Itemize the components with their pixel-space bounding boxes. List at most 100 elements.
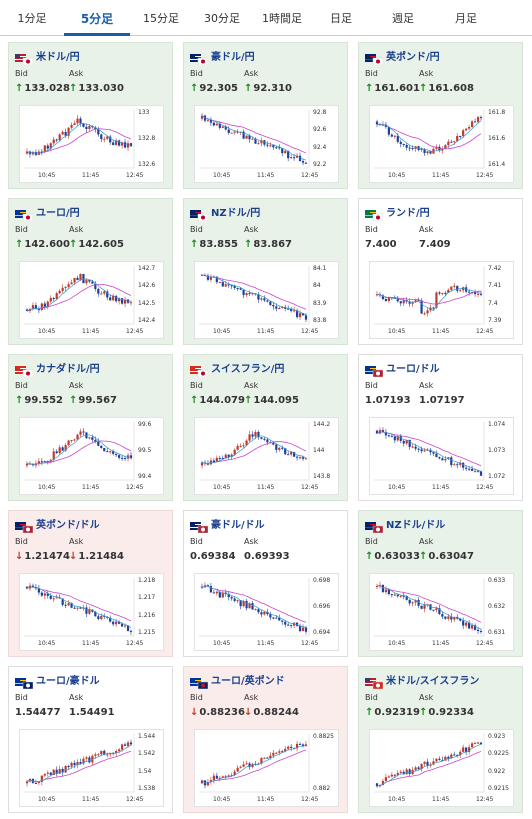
rate-card[interactable]: ユーロ/英ポンド Bid Ask ↓0.88236 ↓0.88244 0.882… bbox=[183, 666, 348, 813]
tab-4[interactable]: 1時間足 bbox=[262, 12, 302, 25]
candle bbox=[218, 777, 221, 779]
tab-3[interactable]: 30分足 bbox=[204, 12, 240, 25]
rate-card[interactable]: カナダドル/円 Bid Ask ↑99.552 ↑99.567 99.6 99.5… bbox=[8, 354, 173, 501]
x-tick-label: 10:45 bbox=[38, 484, 56, 491]
pair-name[interactable]: ユーロ/円 bbox=[36, 208, 80, 219]
candle bbox=[298, 625, 302, 632]
eu-jp-flag bbox=[15, 206, 34, 222]
pair-name[interactable]: ユーロ/英ポンド bbox=[211, 676, 285, 687]
y-tick-label: 142.7 bbox=[138, 265, 156, 272]
candle bbox=[129, 742, 133, 745]
pair-name[interactable]: ランド/円 bbox=[386, 208, 430, 219]
candle bbox=[94, 127, 97, 130]
candlestick-chart[interactable]: 0.698 0.696 0.694 10:45 11:45 12:45 bbox=[194, 573, 339, 651]
pair-name[interactable]: 英ポンド/円 bbox=[386, 52, 440, 63]
candle bbox=[260, 437, 263, 439]
ask-value: 1.07197 bbox=[419, 395, 465, 406]
rate-card[interactable]: 英ポンド/円 Bid Ask ↑161.601 ↑161.608 161.8 16… bbox=[358, 42, 523, 189]
rate-card[interactable]: ユーロ/ドル Bid Ask 1.07193 1.07197 1.074 1.07… bbox=[358, 354, 523, 501]
rate-card[interactable]: 米ドル/円 Bid Ask ↑133.028 ↑133.030 133 132.8… bbox=[8, 42, 173, 189]
pair-name[interactable]: 豪ドル/ドル bbox=[211, 520, 265, 531]
candlestick-chart[interactable]: 1.074 1.073 1.072 10:45 11:45 12:45 bbox=[369, 417, 514, 495]
ma-long-line bbox=[376, 123, 482, 150]
candle bbox=[435, 758, 438, 762]
pair-name[interactable]: 米ドル/円 bbox=[36, 52, 80, 63]
tab-1[interactable]: 5分足 bbox=[64, 0, 130, 36]
candle bbox=[85, 126, 88, 129]
candlestick-chart[interactable]: 133 132.8 132.6 10:45 11:45 12:45 bbox=[19, 105, 164, 183]
candle bbox=[476, 742, 480, 744]
candlestick-chart[interactable]: 92.8 92.6 92.4 92.2 10:45 11:45 12:45 bbox=[194, 105, 339, 183]
rate-card[interactable]: NZドル/ドル Bid Ask ↑0.63033 ↑0.63047 0.633 0… bbox=[358, 510, 523, 657]
candle bbox=[123, 458, 127, 460]
chart-svg bbox=[374, 422, 485, 481]
pair-name[interactable]: NZドル/ドル bbox=[386, 520, 446, 531]
candle bbox=[405, 769, 408, 775]
y-tick-label: 83.9 bbox=[313, 299, 327, 307]
pair-name[interactable]: 豪ドル/円 bbox=[211, 52, 255, 63]
bid-value: ↑0.63033 bbox=[365, 551, 420, 562]
ma-short-line bbox=[201, 435, 307, 464]
candlestick-chart[interactable]: 99.6 99.5 99.4 10:45 11:45 12:45 bbox=[19, 417, 164, 495]
candle bbox=[25, 781, 29, 784]
tab-2[interactable]: 15分足 bbox=[143, 12, 179, 25]
y-tick-label: 0.9225 bbox=[488, 750, 509, 758]
candle bbox=[298, 457, 302, 459]
y-tick-label: 0.923 bbox=[488, 733, 506, 740]
rate-card[interactable]: スイスフラン/円 Bid Ask ↑144.079 ↑144.095 144.2… bbox=[183, 354, 348, 501]
rate-card[interactable]: ランド/円 Bid Ask 7.400 7.409 7.42 7.41 7.4 7.3… bbox=[358, 198, 523, 345]
candle bbox=[200, 115, 204, 119]
candle bbox=[245, 293, 248, 296]
candlestick-chart[interactable]: 0.8825 0.882 10:45 11:45 12:45 bbox=[194, 729, 339, 807]
pair-name[interactable]: カナダドル/円 bbox=[36, 364, 100, 375]
x-tick-label: 10:45 bbox=[388, 328, 406, 335]
candle bbox=[46, 301, 49, 307]
candle bbox=[438, 457, 441, 459]
candle bbox=[97, 129, 100, 135]
candlestick-chart[interactable]: 142.7 142.6 142.5 142.4 10:45 11:45 12:45 bbox=[19, 261, 164, 339]
candlestick-chart[interactable]: 0.633 0.632 0.631 10:45 11:45 12:45 bbox=[369, 573, 514, 651]
rate-card[interactable]: 豪ドル/ドル Bid Ask 0.69384 0.69393 0.698 0.69… bbox=[183, 510, 348, 657]
candlestick-chart[interactable]: 0.923 0.9225 0.922 0.9215 10:45 11:45 12:45 bbox=[369, 729, 514, 807]
rate-card[interactable]: 英ポンド/ドル Bid Ask ↓1.21474 ↓1.21484 1.218 1… bbox=[8, 510, 173, 657]
candlestick-chart[interactable]: 161.8 161.6 161.4 10:45 11:45 12:45 bbox=[369, 105, 514, 183]
tab-7[interactable]: 月足 bbox=[455, 12, 477, 25]
pair-name[interactable]: 米ドル/スイスフラン bbox=[386, 676, 480, 687]
candle bbox=[230, 454, 233, 458]
candlestick-chart[interactable]: 144.2 144 143.8 10:45 11:45 12:45 bbox=[194, 417, 339, 495]
pair-name[interactable]: NZドル/円 bbox=[211, 208, 261, 219]
rate-card[interactable]: 米ドル/スイスフラン Bid Ask ↑0.92319 ↑0.92334 0.9… bbox=[358, 666, 523, 813]
tab-5[interactable]: 日足 bbox=[330, 12, 352, 25]
bid-value: ↓1.21474 bbox=[15, 551, 70, 562]
tab-0[interactable]: 1分足 bbox=[17, 12, 47, 25]
za-jp-flag bbox=[365, 206, 384, 222]
rate-card[interactable]: ユーロ/円 Bid Ask ↑142.600 ↑142.605 142.7 142… bbox=[8, 198, 173, 345]
candle bbox=[109, 617, 112, 622]
pair-name[interactable]: ユーロ/豪ドル bbox=[36, 676, 100, 687]
candle bbox=[432, 452, 435, 454]
candle bbox=[269, 755, 272, 759]
candlestick-chart[interactable]: 7.42 7.41 7.4 7.39 10:45 11:45 12:45 bbox=[369, 261, 514, 339]
rate-card[interactable]: ユーロ/豪ドル Bid Ask 1.54477 1.54491 1.544 1.5… bbox=[8, 666, 173, 813]
ma-short-line bbox=[26, 434, 132, 465]
ask-value: ↑144.095 bbox=[244, 395, 299, 406]
candlestick-chart[interactable]: 1.218 1.217 1.216 1.215 10:45 11:45 12:45 bbox=[19, 573, 164, 651]
candle bbox=[242, 600, 245, 607]
x-tick-label: 11:45 bbox=[432, 796, 450, 803]
candle bbox=[435, 292, 438, 308]
candle bbox=[79, 431, 82, 435]
candlestick-chart[interactable]: 1.544 1.542 1.54 1.538 10:45 11:45 12:45 bbox=[19, 729, 164, 807]
pair-name[interactable]: スイスフラン/円 bbox=[211, 364, 285, 375]
bid-label: Bid bbox=[365, 225, 378, 234]
candlestick-chart[interactable]: 84.1 84 83.9 83.8 10:45 11:45 12:45 bbox=[194, 261, 339, 339]
bid-value: ↑133.028 bbox=[15, 83, 70, 94]
candle bbox=[248, 603, 251, 609]
rate-card[interactable]: NZドル/円 Bid Ask ↑83.855 ↑83.867 84.1 84 83.… bbox=[183, 198, 348, 345]
candle bbox=[390, 134, 393, 137]
candle bbox=[468, 468, 471, 470]
pair-name[interactable]: ユーロ/ドル bbox=[386, 364, 440, 375]
tab-6[interactable]: 週足 bbox=[392, 12, 414, 25]
pair-name[interactable]: 英ポンド/ドル bbox=[36, 520, 100, 531]
rate-card[interactable]: 豪ドル/円 Bid Ask ↑92.305 ↑92.310 92.8 92.6 92… bbox=[183, 42, 348, 189]
candle bbox=[100, 134, 103, 140]
